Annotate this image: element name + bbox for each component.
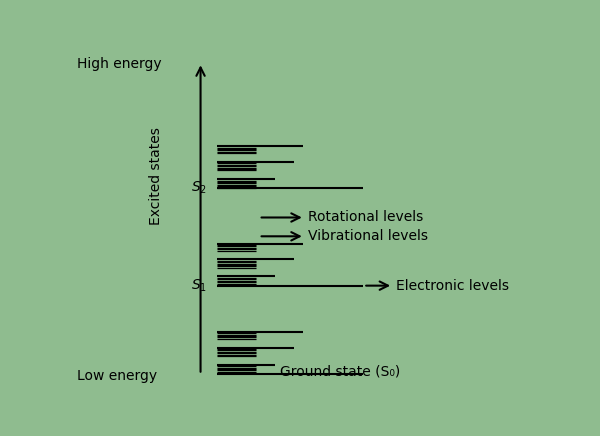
Text: Vibrational levels: Vibrational levels	[262, 229, 427, 243]
Text: $S_2$: $S_2$	[191, 180, 208, 197]
Text: $S_1$: $S_1$	[191, 277, 208, 294]
Text: Low energy: Low energy	[77, 369, 157, 383]
Text: Rotational levels: Rotational levels	[262, 211, 423, 225]
Text: High energy: High energy	[77, 58, 162, 72]
Text: Excited states: Excited states	[149, 128, 163, 225]
Text: Ground state (S₀): Ground state (S₀)	[280, 364, 400, 378]
Text: Electronic levels: Electronic levels	[366, 279, 509, 293]
